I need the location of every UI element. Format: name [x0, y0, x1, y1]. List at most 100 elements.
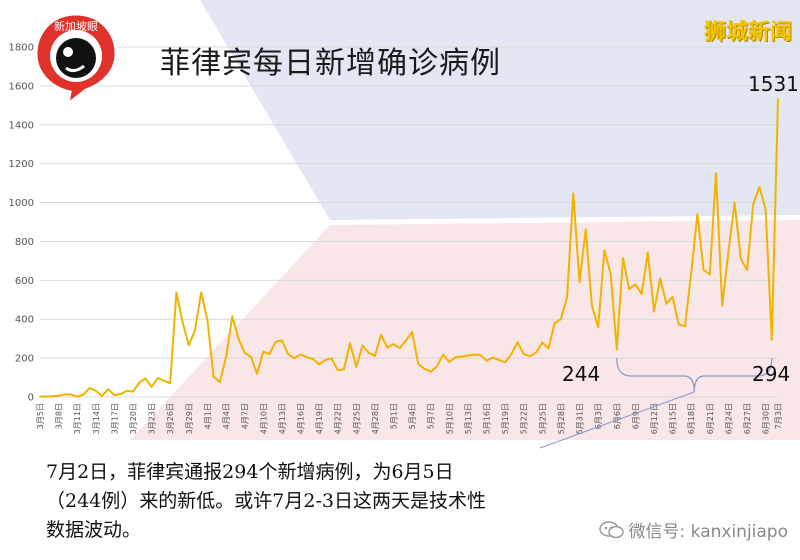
- data-point: [76, 395, 79, 398]
- data-point: [57, 394, 60, 397]
- y-tick-label: 400: [15, 315, 34, 326]
- wechat-label: 微信号: kanxinjiapo: [628, 522, 788, 542]
- x-tick-label: 4月16日: [296, 403, 305, 434]
- x-tick-label: 6月18日: [687, 403, 696, 434]
- data-point: [498, 359, 500, 361]
- annotation-low-value: 244: [562, 362, 601, 386]
- data-point: [88, 387, 91, 389]
- x-tick-label: 4月28日: [371, 403, 380, 434]
- data-point: [584, 228, 587, 231]
- data-point: [603, 249, 606, 252]
- x-tick-label: 5月19日: [501, 403, 510, 434]
- data-point: [733, 201, 736, 204]
- data-point: [491, 356, 494, 359]
- data-point: [715, 172, 717, 175]
- x-tick-label: 5月16日: [483, 403, 492, 434]
- data-point: [690, 272, 693, 275]
- flag-blue-band: [200, 0, 800, 220]
- data-point: [628, 288, 631, 290]
- data-point: [330, 357, 333, 360]
- data-point: [684, 325, 686, 328]
- data-point: [262, 350, 265, 353]
- low-range-brace: [616, 357, 773, 393]
- data-point: [349, 342, 351, 345]
- x-tick-label: 6月27日: [743, 403, 752, 434]
- data-point: [721, 304, 724, 307]
- x-tick-label: 4月19日: [315, 403, 324, 434]
- data-point: [485, 359, 488, 362]
- data-point: [45, 395, 48, 398]
- data-point: [405, 339, 407, 342]
- data-point: [553, 322, 556, 324]
- data-point: [522, 353, 525, 355]
- data-point: [473, 353, 475, 356]
- data-point: [578, 281, 581, 284]
- data-point: [547, 347, 550, 350]
- y-tick-label: 1000: [9, 198, 34, 209]
- data-point: [392, 343, 395, 345]
- data-point: [101, 395, 103, 397]
- data-point: [63, 393, 66, 396]
- data-point: [442, 353, 444, 356]
- data-points: [39, 98, 779, 398]
- data-point: [510, 353, 513, 356]
- data-point: [665, 302, 668, 305]
- data-point: [770, 338, 773, 341]
- data-point: [386, 346, 389, 349]
- wechat-watermark: 微信号: kanxinjiapo: [598, 517, 788, 542]
- data-point: [609, 272, 612, 275]
- x-tick-label: 5月7日: [427, 403, 436, 429]
- data-point: [169, 382, 172, 385]
- data-point: [175, 291, 178, 294]
- x-tick-label: 3月14日: [92, 403, 101, 434]
- data-point: [758, 186, 761, 188]
- data-point: [727, 250, 730, 253]
- data-point: [777, 98, 779, 101]
- data-point: [535, 351, 537, 354]
- x-tick-label: 6月21日: [706, 403, 715, 434]
- y-tick-label: 1800: [9, 43, 34, 54]
- data-point: [454, 356, 457, 358]
- data-point: [746, 269, 748, 271]
- x-tick-label: 4月4日: [222, 403, 231, 429]
- x-tick-label: 4月25日: [352, 403, 361, 434]
- data-point: [429, 370, 432, 373]
- x-tick-label: 5月4日: [408, 403, 417, 429]
- x-tick-label: 6月12日: [650, 403, 659, 434]
- data-point: [299, 353, 302, 356]
- data-point: [163, 379, 165, 382]
- data-point: [125, 389, 128, 392]
- brand-tag: 狮城新闻: [703, 20, 792, 45]
- x-tick-label: 3月5日: [36, 403, 45, 429]
- data-point: [677, 323, 680, 326]
- x-tick-label: 5月13日: [464, 403, 473, 434]
- data-point: [634, 283, 637, 286]
- x-tick-label: 3月8日: [55, 403, 64, 429]
- data-point: [529, 355, 531, 358]
- data-point: [150, 386, 153, 388]
- data-point: [572, 192, 575, 195]
- data-point: [640, 293, 643, 295]
- data-point: [367, 352, 370, 354]
- data-point: [94, 389, 97, 392]
- data-point: [281, 339, 283, 342]
- data-point: [361, 344, 364, 347]
- data-point: [70, 393, 72, 396]
- data-point: [460, 355, 463, 358]
- data-point: [671, 296, 674, 298]
- x-axis-ticks: 3月5日 3月8日 3月11日 3月14日 3月17日 3月20日 3月23日 3月26日 3月…: [36, 403, 783, 434]
- x-tick-label: 5月31日: [576, 403, 585, 434]
- y-tick-label: 1200: [9, 159, 34, 170]
- data-point: [82, 393, 85, 396]
- data-point: [591, 304, 593, 307]
- data-point: [597, 326, 600, 329]
- x-tick-label: 4月22日: [334, 403, 343, 434]
- data-point: [355, 366, 358, 368]
- data-point: [467, 354, 469, 357]
- x-tick-label: 6月6日: [613, 403, 622, 429]
- data-point: [324, 359, 327, 361]
- caption-line-2: （244例）来的新低。或许7月2-3日这两天是技术性: [46, 490, 486, 512]
- data-point: [51, 395, 54, 398]
- data-point: [566, 296, 568, 298]
